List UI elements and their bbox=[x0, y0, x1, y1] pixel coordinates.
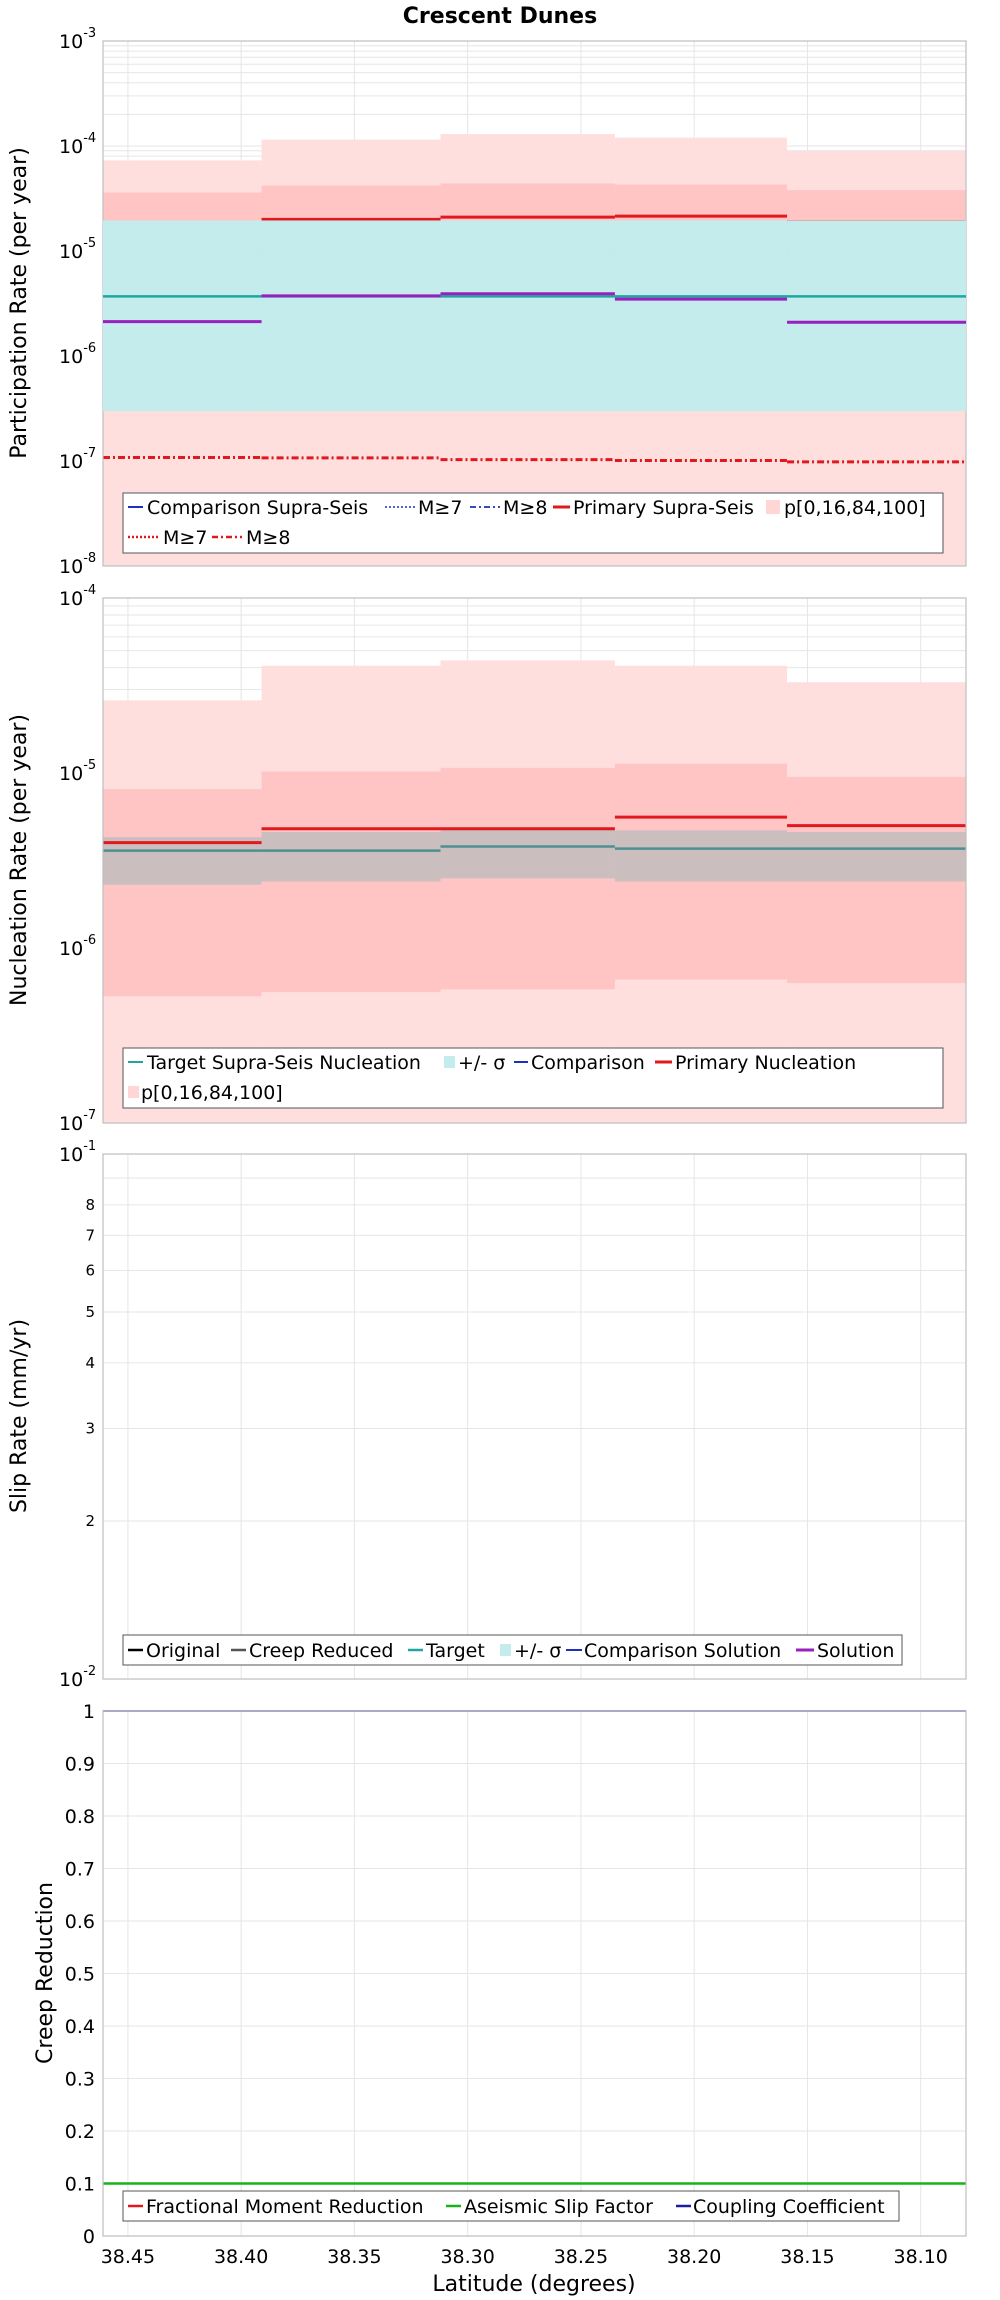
y-minor-tick-label: 2 bbox=[85, 1512, 95, 1530]
y-tick-label: 10-5 bbox=[59, 236, 96, 263]
legend-label: M≥7 bbox=[418, 497, 462, 519]
y-tick-label: 10-4 bbox=[59, 583, 96, 610]
x-tick-label: 38.15 bbox=[780, 2246, 834, 2268]
band-target-sigma bbox=[261, 832, 441, 882]
slip-rate-panel: 10-2 10-1 2 3 4 5 6 7 8 Slip Rate (mm/yr) Origin… bbox=[7, 220, 967, 1691]
band-p16-84 bbox=[261, 771, 441, 993]
x-tick-label: 38.35 bbox=[327, 2246, 381, 2268]
band-p16-84 bbox=[440, 767, 615, 990]
band-target-sigma bbox=[103, 837, 262, 885]
legend-swatch bbox=[500, 1644, 511, 1656]
x-tick-label: 38.10 bbox=[893, 2246, 947, 2268]
band-target-sigma bbox=[440, 827, 615, 879]
legend-box bbox=[122, 1047, 944, 1109]
legend-label: Primary Supra-Seis bbox=[573, 497, 754, 519]
y-minor-tick-label: 3 bbox=[85, 1420, 95, 1438]
nucleation-rate-panel: 10-7 10-6 10-5 10-4 Nucleation Rate (per ye… bbox=[7, 583, 967, 1135]
y-axis-label: Creep Reduction bbox=[33, 1882, 58, 2064]
y-axis-label: Participation Rate (per year) bbox=[7, 147, 32, 459]
y-tick-label: 10-3 bbox=[59, 26, 96, 53]
band-target-sigma bbox=[440, 220, 615, 412]
legend-label: M≥7 bbox=[163, 527, 207, 549]
legend-label: Primary Nucleation bbox=[675, 1052, 856, 1074]
y-minor-tick-label: 7 bbox=[85, 1226, 95, 1244]
x-tick-label: 38.20 bbox=[667, 2246, 721, 2268]
y-tick-label: 1 bbox=[83, 1701, 95, 1723]
y-minor-tick-label: 5 bbox=[85, 1303, 95, 1321]
legend: Original Creep Reduced Target +/- σ Comp… bbox=[122, 1634, 903, 1666]
y-tick-label: 10-2 bbox=[59, 1664, 96, 1691]
x-tick-label: 38.40 bbox=[214, 2246, 268, 2268]
y-axis-label: Slip Rate (mm/yr) bbox=[7, 1319, 32, 1513]
legend-label: Fractional Moment Reduction bbox=[146, 2196, 424, 2218]
y-tick-label: 10-1 bbox=[59, 1139, 96, 1166]
legend-label: Comparison bbox=[531, 1052, 645, 1074]
legend-label: Aseismic Slip Factor bbox=[464, 2196, 653, 2218]
y-tick-label: 0.2 bbox=[65, 2121, 95, 2143]
legend-label: p[0,16,84,100] bbox=[784, 497, 926, 519]
band-target-sigma bbox=[261, 220, 441, 412]
y-tick-label: 0.8 bbox=[65, 1806, 95, 1828]
band-target-sigma bbox=[787, 220, 966, 412]
band-target-sigma bbox=[103, 220, 262, 412]
legend-box bbox=[122, 492, 944, 554]
band-target-sigma bbox=[614, 830, 788, 882]
legend-label: Target bbox=[425, 1640, 485, 1662]
chart-title: Crescent Dunes bbox=[403, 4, 597, 29]
legend: Target Supra-Seis Nucleation +/- σ Compa… bbox=[122, 1047, 944, 1109]
y-tick-label: 10-4 bbox=[59, 131, 96, 158]
y-tick-label: 0.9 bbox=[65, 1754, 95, 1776]
y-tick-label: 10-6 bbox=[59, 341, 96, 368]
legend-box bbox=[122, 1634, 903, 1666]
legend-label: +/- σ bbox=[514, 1640, 561, 1662]
y-tick-label: 0.3 bbox=[65, 2069, 95, 2091]
y-tick-label: 10-8 bbox=[59, 551, 96, 578]
plot-frame bbox=[102, 1710, 967, 2237]
y-tick-label: 10-7 bbox=[59, 1108, 96, 1135]
legend-label: +/- σ bbox=[458, 1052, 505, 1074]
y-tick-label: 0.7 bbox=[65, 1859, 95, 1881]
legend-label: Comparison Solution bbox=[584, 1640, 781, 1662]
plot-frame bbox=[102, 1153, 967, 1680]
y-tick-label: 0.5 bbox=[65, 1964, 95, 1986]
x-tick-label: 38.30 bbox=[440, 2246, 494, 2268]
legend-label: Target Supra-Seis Nucleation bbox=[146, 1052, 421, 1074]
y-tick-label: 10-6 bbox=[59, 933, 96, 960]
legend-label: Creep Reduced bbox=[249, 1640, 393, 1662]
y-tick-label: 10-7 bbox=[59, 446, 96, 473]
legend-swatch bbox=[128, 1086, 139, 1098]
legend-swatch bbox=[444, 1056, 455, 1068]
legend-box bbox=[122, 2190, 900, 2222]
y-minor-tick-label: 4 bbox=[85, 1354, 95, 1372]
band-target-sigma bbox=[787, 832, 966, 882]
legend-label: Solution bbox=[817, 1640, 894, 1662]
creep-reduction-panel: 0 0.1 0.2 0.3 0.4 0.5 0.6 0.7 0.8 0.9 1 Creep Redu… bbox=[33, 1701, 967, 2248]
legend-label: p[0,16,84,100] bbox=[141, 1082, 283, 1104]
legend-label: M≥8 bbox=[246, 527, 290, 549]
legend: Comparison Supra-Seis M≥7 M≥8 Primary Su… bbox=[122, 492, 944, 554]
legend-label: M≥8 bbox=[503, 497, 547, 519]
legend-label: Comparison Supra-Seis bbox=[147, 497, 368, 519]
x-tick-label: 38.45 bbox=[101, 2246, 155, 2268]
y-minor-tick-label: 6 bbox=[85, 1261, 95, 1279]
y-tick-label: 0.6 bbox=[65, 1911, 95, 1933]
plot-frame bbox=[102, 597, 967, 1124]
x-tick-label: 38.25 bbox=[554, 2246, 608, 2268]
legend-label: Original bbox=[146, 1640, 220, 1662]
y-tick-label: 0.1 bbox=[65, 2174, 95, 2196]
legend-label: Coupling Coefficient bbox=[693, 2196, 885, 2218]
legend: Fractional Moment Reduction Aseismic Sli… bbox=[122, 2190, 900, 2222]
y-tick-label: 0 bbox=[83, 2226, 95, 2248]
legend-swatch bbox=[766, 500, 780, 514]
y-minor-tick-label: 8 bbox=[85, 1196, 95, 1214]
x-axis-label: Latitude (degrees) bbox=[432, 2272, 635, 2297]
y-tick-label: 10-5 bbox=[59, 758, 96, 785]
x-axis: 38.45 38.40 38.35 38.30 38.25 38.20 38.15 38.10 bbox=[101, 2246, 948, 2268]
y-axis-label: Nucleation Rate (per year) bbox=[7, 714, 32, 1006]
y-tick-label: 0.4 bbox=[65, 2016, 95, 2038]
band-p16-84 bbox=[103, 789, 262, 997]
band-target-sigma bbox=[614, 220, 788, 412]
